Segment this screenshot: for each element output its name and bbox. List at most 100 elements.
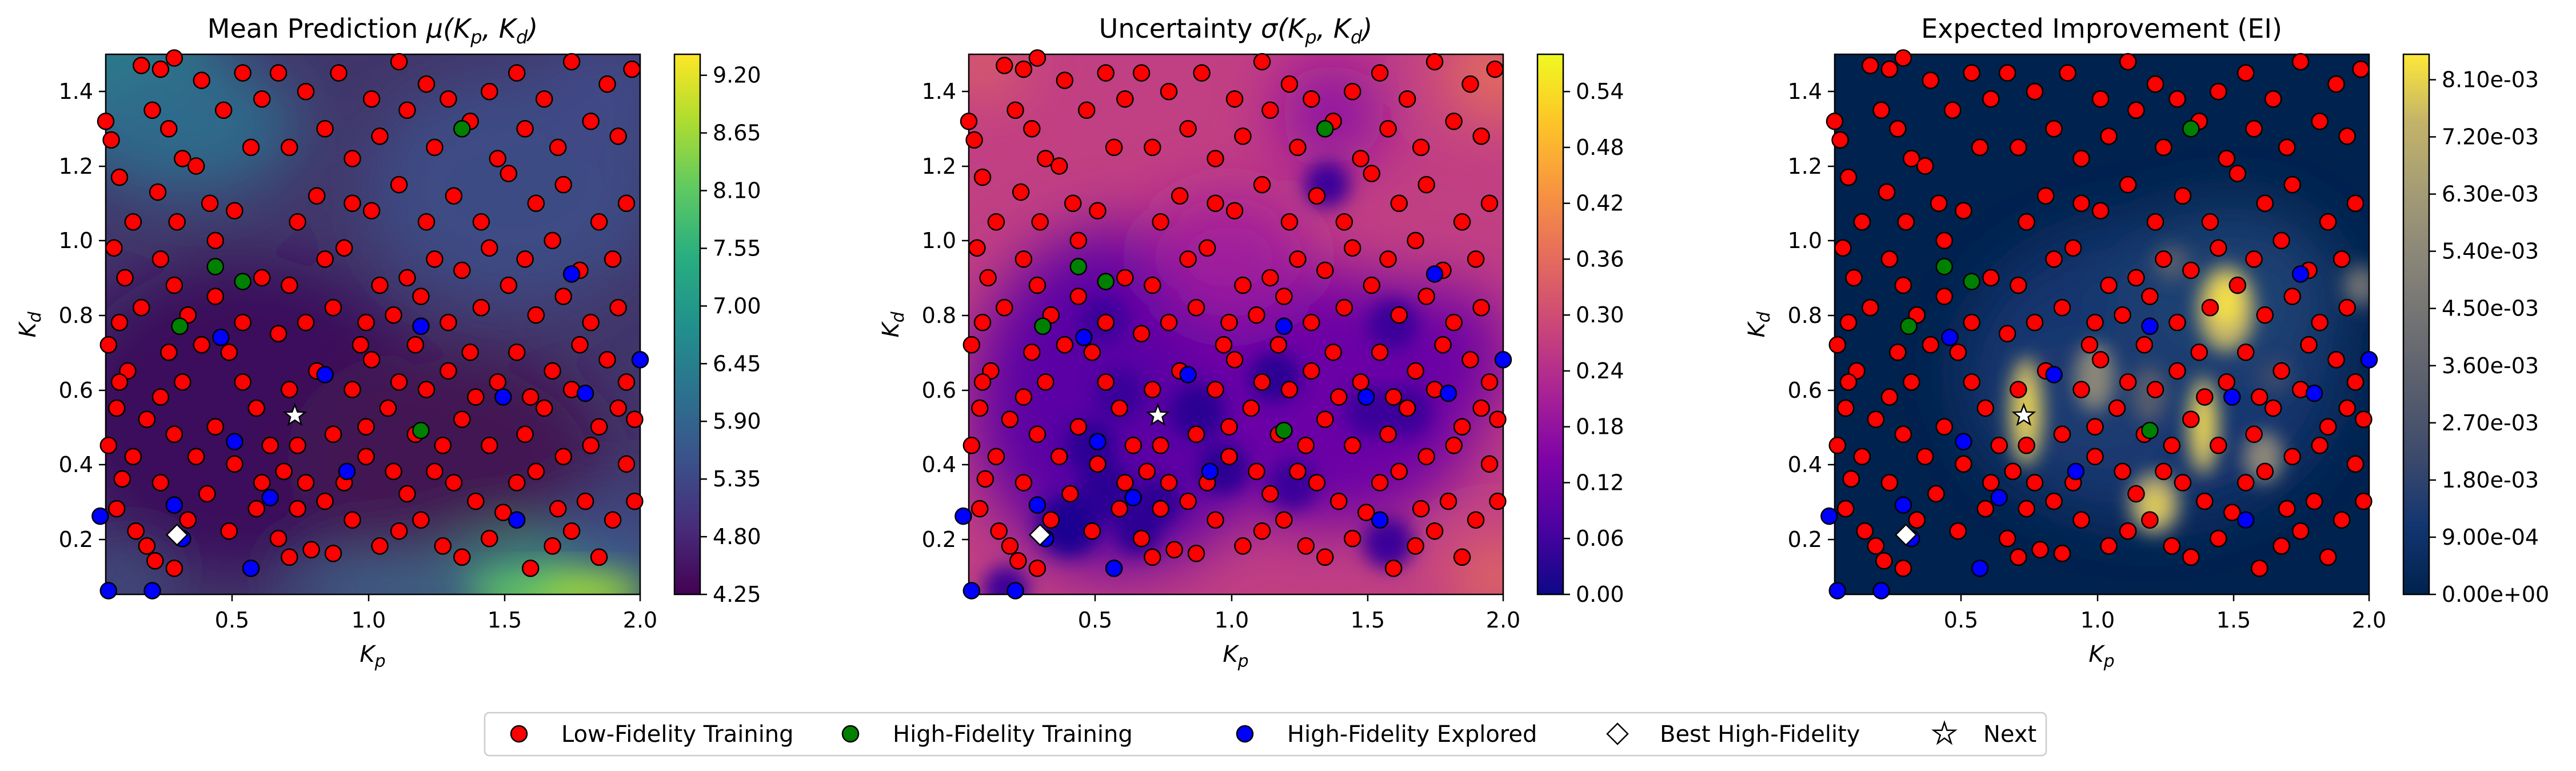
- y-tick: 1.2: [59, 154, 93, 179]
- low-fidelity-point: [1908, 511, 1926, 529]
- low-fidelity-point: [617, 194, 636, 212]
- low-fidelity-point: [508, 343, 526, 361]
- low-fidelity-point: [1417, 175, 1435, 194]
- high-fidelity-explored-point: [1439, 384, 1457, 402]
- low-fidelity-point: [151, 60, 170, 78]
- low-fidelity-point: [344, 194, 361, 212]
- low-fidelity-point: [1867, 537, 1885, 555]
- low-fidelity-point: [110, 373, 129, 391]
- low-fidelity-point: [2072, 194, 2090, 212]
- low-fidelity-point: [2018, 500, 2035, 518]
- panel-expected-improvement: Expected Improvement (EI): [1744, 13, 2549, 672]
- low-fidelity-point: [1930, 194, 1948, 212]
- colorbar-tick-label: 7.20e-03: [2442, 125, 2539, 150]
- low-fidelity-point: [1445, 437, 1463, 454]
- high-fidelity-training-point: [1900, 317, 1918, 335]
- low-fidelity-point: [1472, 298, 1490, 317]
- low-fidelity-point: [2333, 511, 2351, 529]
- low-fidelity-point: [1927, 485, 1945, 503]
- low-fidelity-point: [357, 313, 375, 331]
- low-fidelity-point: [107, 399, 126, 417]
- low-fidelity-point: [1152, 500, 1169, 518]
- low-fidelity-point: [500, 276, 518, 294]
- low-fidelity-point: [481, 239, 498, 257]
- low-fidelity-point: [357, 418, 375, 436]
- low-fidelity-point: [97, 113, 115, 130]
- low-fidelity-point: [1990, 437, 2008, 454]
- low-fidelity-point: [440, 313, 457, 331]
- low-fidelity-point: [1152, 437, 1169, 454]
- low-fidelity-point: [2018, 437, 2035, 454]
- low-fidelity-point: [302, 541, 320, 559]
- low-fidelity-point: [1935, 231, 1954, 250]
- low-fidelity-point: [1007, 101, 1024, 119]
- low-fidelity-point: [576, 492, 594, 510]
- low-fidelity-point: [2072, 511, 2090, 529]
- low-fidelity-point: [1344, 82, 1361, 101]
- low-fidelity-point: [2059, 64, 2076, 82]
- colorbar-ei: 0.00e+00 9.00e-04 1.80e-03 2.70e-03 3.60e-03…: [2402, 53, 2549, 607]
- low-fidelity-point: [1828, 336, 1847, 354]
- high-fidelity-explored-point: [2236, 511, 2255, 529]
- low-fidelity-point: [1028, 49, 1047, 67]
- low-fidelity-point: [2010, 548, 2027, 566]
- low-fidelity-point: [226, 202, 243, 219]
- low-fidelity-point: [440, 362, 457, 380]
- low-fidelity-point: [417, 75, 436, 93]
- low-fidelity-point: [481, 82, 498, 101]
- low-fidelity-point: [2004, 462, 2022, 481]
- low-fidelity-point: [1862, 57, 1879, 74]
- low-fidelity-point: [307, 187, 326, 205]
- low-fidelity-point: [281, 276, 298, 294]
- colorbar-tick-label: 8.65: [713, 121, 761, 146]
- high-fidelity-training-point: [412, 421, 430, 440]
- low-fidelity-point: [1425, 522, 1444, 540]
- low-fidelity-point: [1922, 71, 1940, 89]
- low-fidelity-point: [151, 250, 170, 268]
- low-fidelity-point: [1207, 194, 1224, 212]
- low-fidelity-point: [1116, 474, 1134, 492]
- high-fidelity-explored-point: [1371, 511, 1389, 529]
- low-fidelity-point: [1089, 455, 1107, 473]
- low-fidelity-point: [201, 194, 219, 212]
- high-fidelity-explored-point: [1275, 317, 1293, 335]
- low-fidelity-point: [1480, 455, 1499, 473]
- legend-label-high-fidelity-explored: High-Fidelity Explored: [1287, 721, 1537, 748]
- low-fidelity-point: [2236, 64, 2255, 82]
- low-fidelity-point: [1037, 150, 1055, 167]
- low-fidelity-point: [1116, 269, 1134, 287]
- low-fidelity-point: [582, 437, 600, 454]
- colorbar-uncertainty: 0.00 0.06 0.12 0.18 0.24 0.30 0.36 0.42 0.48 0.54: [1536, 53, 1624, 607]
- low-fidelity-point: [527, 194, 545, 212]
- low-fidelity-point: [2036, 187, 2055, 205]
- low-fidelity-point: [2091, 90, 2110, 108]
- high-fidelity-explored-point: [1828, 582, 1847, 600]
- low-fidelity-point: [598, 75, 616, 93]
- low-fidelity-point: [2053, 425, 2071, 444]
- low-fidelity-point: [2190, 343, 2208, 361]
- low-fidelity-point: [1831, 131, 1849, 149]
- low-fidelity-point: [247, 399, 265, 417]
- low-fidelity-point: [571, 336, 589, 354]
- low-fidelity-point: [1834, 239, 1852, 257]
- low-fidelity-point: [247, 500, 265, 518]
- low-fidelity-point: [1187, 298, 1205, 317]
- low-fidelity-point: [124, 448, 142, 466]
- low-fidelity-point: [124, 213, 142, 231]
- low-fidelity-point: [1261, 485, 1279, 503]
- high-fidelity-explored-point: [1089, 433, 1107, 451]
- low-fidelity-point: [434, 437, 452, 454]
- y-axis-mean: 0.2 0.4 0.6 0.8 1.0 1.2 1.4 Kd: [15, 79, 106, 552]
- low-fidelity-point: [253, 90, 271, 108]
- high-fidelity-explored-point: [494, 388, 512, 406]
- low-fidelity-point: [1207, 150, 1224, 167]
- low-fidelity-point: [527, 462, 545, 481]
- low-fidelity-point: [99, 336, 118, 354]
- low-fidelity-point: [1894, 425, 1912, 444]
- low-fidelity-point: [1144, 276, 1161, 294]
- low-fidelity-point: [2346, 455, 2365, 473]
- high-fidelity-explored-point: [962, 582, 981, 600]
- legend-marker-best-high-fidelity: [1606, 722, 1629, 745]
- low-fidelity-point: [2352, 60, 2370, 78]
